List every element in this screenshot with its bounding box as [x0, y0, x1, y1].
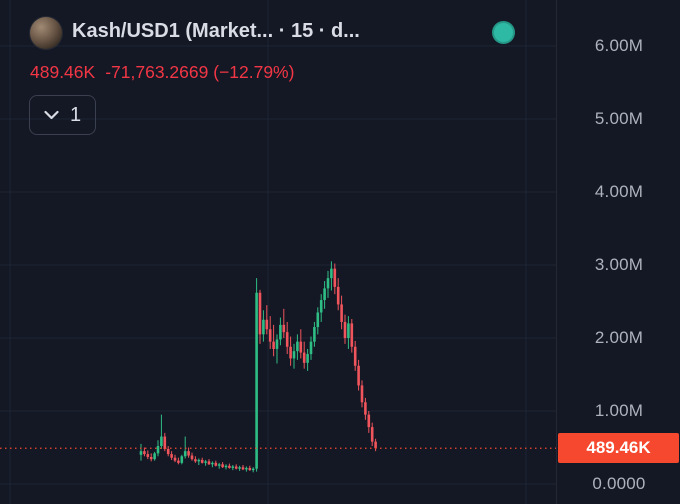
chart-header: Kash/USD1 (Market... · 15 · d... — [0, 0, 680, 56]
last-price-text: 489.46K — [30, 62, 96, 82]
axis-tick-label: 5.00M — [594, 109, 644, 128]
symbol-title[interactable]: Kash/USD1 (Market... · 15 · d... — [72, 20, 360, 42]
axis-tick-label: 4.00M — [594, 182, 644, 201]
price-row: 489.46K -71,763.2669 (−12.79%) — [30, 62, 294, 83]
last-price-tag: 489.46K — [558, 433, 679, 464]
axis-tick-label: 2.00M — [594, 328, 644, 347]
axis-tick-label: 3.00M — [594, 255, 644, 274]
price-axis[interactable]: 6.00M 5.00M 4.00M 3.00M 2.00M 1.00M 0.00… — [556, 0, 680, 504]
chevron-down-icon — [44, 110, 59, 120]
candlestick-chart[interactable] — [0, 0, 556, 504]
price-change-text: -71,763.2669 (−12.79%) — [105, 62, 295, 82]
axis-tick-label: 6.00M — [594, 36, 644, 55]
axis-tick-label: 0.0000 — [592, 474, 646, 493]
connection-status-icon — [492, 21, 515, 44]
interval-dropdown-button[interactable]: 1 — [29, 95, 97, 135]
avatar-image[interactable] — [30, 17, 62, 49]
interval-label: 1 — [70, 103, 82, 126]
axis-tick-label: 1.00M — [594, 401, 644, 420]
